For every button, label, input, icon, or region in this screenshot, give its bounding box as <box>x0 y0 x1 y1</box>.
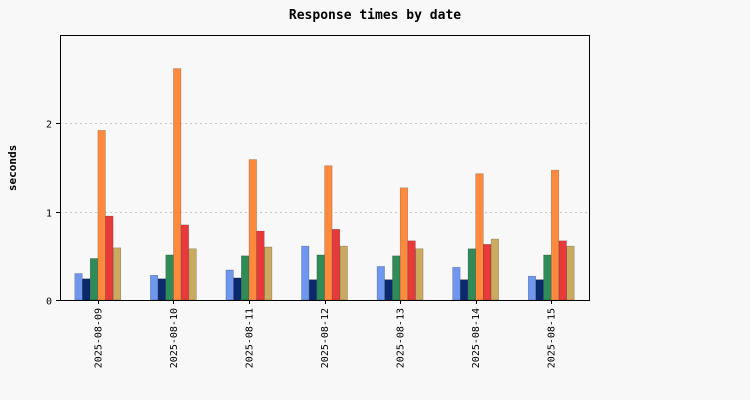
bar <box>316 254 325 301</box>
bar <box>399 187 408 301</box>
bar <box>256 230 265 301</box>
bar <box>308 279 317 301</box>
x-axis: 2025-08-09 2025-08-10 2025-08-11 2025-08-12… <box>93 300 558 368</box>
x-tick-label: 2025-08-10 <box>169 308 180 368</box>
y-tick-label: 0 <box>46 297 52 308</box>
bar <box>89 258 98 301</box>
bar <box>392 255 401 301</box>
bar <box>113 247 122 301</box>
bar <box>535 279 544 301</box>
bar <box>339 245 348 301</box>
bar <box>150 275 159 301</box>
bar <box>460 279 469 301</box>
bar <box>105 215 114 301</box>
bar <box>97 130 106 301</box>
x-tick-label: 2025-08-11 <box>244 308 255 368</box>
bar <box>248 159 257 301</box>
bar <box>483 244 492 301</box>
bar <box>376 266 385 301</box>
bar <box>157 278 166 301</box>
bar <box>332 229 341 301</box>
bar <box>301 245 310 301</box>
bar <box>241 255 250 301</box>
bar <box>475 173 484 301</box>
x-tick-label: 2025-08-15 <box>547 308 558 368</box>
bar <box>490 238 499 301</box>
bar <box>180 224 189 301</box>
bar <box>551 169 560 301</box>
grid-lines <box>60 123 589 213</box>
bar <box>566 245 575 301</box>
y-axis: 0 1 2 <box>46 120 60 308</box>
bar <box>527 275 536 301</box>
y-axis-label: seconds <box>6 145 19 191</box>
bar <box>452 267 461 301</box>
bar <box>225 269 234 301</box>
x-tick-label: 2025-08-09 <box>93 308 104 368</box>
bar <box>384 279 393 301</box>
y-tick-label: 2 <box>46 120 52 131</box>
bar <box>324 165 333 301</box>
bar <box>233 277 242 301</box>
x-tick-label: 2025-08-13 <box>396 308 407 368</box>
bar <box>165 254 174 301</box>
x-tick-label: 2025-08-14 <box>471 308 482 368</box>
bar <box>264 246 273 301</box>
bar <box>407 240 416 301</box>
x-tick-label: 2025-08-12 <box>320 308 331 368</box>
bars <box>74 68 575 301</box>
bar <box>173 68 182 301</box>
bar <box>74 273 83 301</box>
bar <box>543 254 552 301</box>
bar <box>467 248 476 301</box>
chart-title: Response times by date <box>289 8 461 23</box>
bar <box>558 240 567 301</box>
bar <box>188 248 197 301</box>
bar <box>415 248 424 301</box>
bar <box>82 278 91 301</box>
y-tick-label: 1 <box>46 209 52 220</box>
